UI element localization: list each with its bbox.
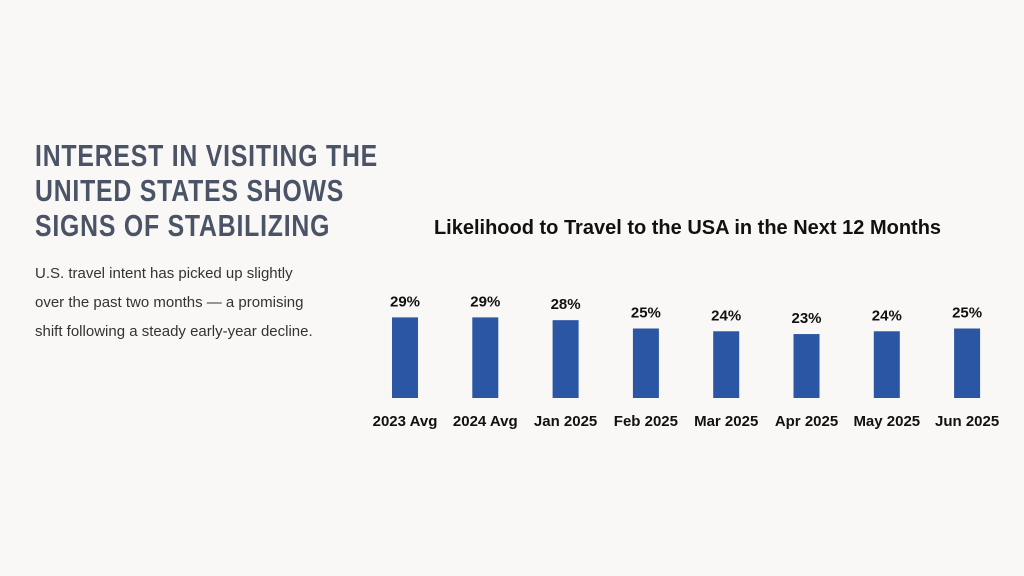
x-tick-label: Feb 2025 xyxy=(613,413,678,430)
x-tick-label: Mar 2025 xyxy=(694,413,759,430)
x-tick-label: 2024 Avg xyxy=(452,413,518,430)
chart-title: Likelihood to Travel to the USA in the N… xyxy=(433,217,942,239)
value-label: 25% xyxy=(952,305,982,322)
value-label: 24% xyxy=(711,307,741,324)
bar xyxy=(873,331,900,398)
value-label: 25% xyxy=(631,305,661,322)
bar xyxy=(954,328,981,398)
bar xyxy=(793,334,820,398)
value-label: 29% xyxy=(390,293,420,310)
bar xyxy=(713,331,740,398)
bar xyxy=(392,317,418,398)
value-label: 24% xyxy=(872,307,902,324)
x-tick-label: Jan 2025 xyxy=(533,413,598,430)
x-tick-label: Apr 2025 xyxy=(774,413,839,430)
bar xyxy=(552,320,579,398)
value-label: 23% xyxy=(791,310,821,327)
value-label: 28% xyxy=(551,296,581,313)
slide-body: U.S. travel intent has picked up slightl… xyxy=(35,265,313,340)
x-tick-label: Jun 2025 xyxy=(934,413,1000,430)
bar xyxy=(472,317,499,398)
x-tick-label: 2023 Avg xyxy=(372,413,438,430)
value-label: 29% xyxy=(470,293,500,310)
slide-heading: INTEREST IN VISITING THE UNITED STATES S… xyxy=(35,138,379,243)
x-tick-label: May 2025 xyxy=(853,413,921,430)
bar xyxy=(632,328,659,398)
